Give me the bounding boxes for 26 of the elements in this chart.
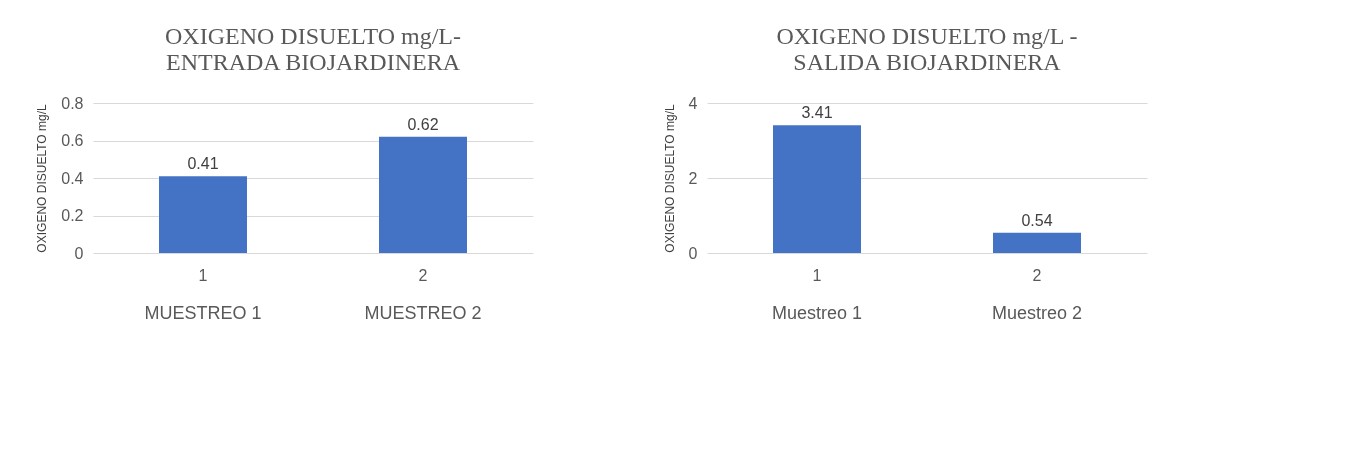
y-tick-label: 0.8 <box>61 94 84 112</box>
y-tick-label: 0.6 <box>61 132 84 149</box>
y-axis-title: OXIGENO DISUELTO mg/L <box>662 104 677 253</box>
text: OXIGENO DISUELTO mg/L- <box>165 23 461 49</box>
y-tick-label: 4 <box>688 94 698 112</box>
text: MUESTREO 1 <box>144 303 262 323</box>
x-tick-label: 2 <box>1032 266 1042 284</box>
data-label: 3.41 <box>801 104 833 122</box>
data-label: 0.62 <box>407 115 439 133</box>
x-tick-label: 2 <box>418 266 428 284</box>
x-tick-label: 1 <box>812 266 822 284</box>
data-label: 0.41 <box>187 155 219 173</box>
y-tick-label: 0 <box>688 244 698 262</box>
y-axis-title: OXIGENO DISUELTO mg/L <box>35 104 50 253</box>
y-tick-label: 0.4 <box>61 169 84 187</box>
text: MUESTREO 2 <box>364 303 482 323</box>
y-tick-label: 0 <box>74 244 84 262</box>
text: ENTRADA BIOJARDINERA <box>166 49 460 75</box>
x-tick-label: 1 <box>198 266 208 284</box>
text: Muestreo 2 <box>991 303 1083 323</box>
y-tick-label: 0.2 <box>61 207 84 224</box>
data-label: 0.54 <box>1021 211 1053 229</box>
text: OXIGENO DISUELTO mg/L - <box>776 23 1078 49</box>
text: Muestreo 1 <box>771 303 863 323</box>
text: SALIDA BIOJARDINERA <box>793 49 1061 75</box>
y-tick-label: 2 <box>688 169 698 187</box>
